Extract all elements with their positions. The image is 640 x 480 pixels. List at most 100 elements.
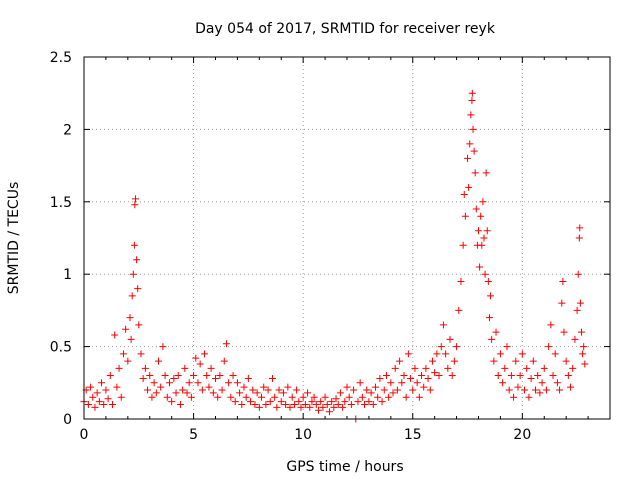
data-point <box>369 401 377 409</box>
data-point <box>542 386 550 394</box>
data-point <box>396 357 404 365</box>
data-point <box>273 403 281 411</box>
y-axis-label: SRMTID / TECUs <box>6 182 22 295</box>
data-point <box>485 314 493 322</box>
data-point <box>437 343 445 351</box>
data-point <box>376 374 384 382</box>
data-point <box>183 389 191 397</box>
data-point <box>545 343 553 351</box>
data-point <box>540 364 548 372</box>
data-point <box>571 335 579 343</box>
data-point <box>187 393 195 401</box>
x-axis-label: GPS time / hours <box>286 459 403 475</box>
grid <box>84 57 610 419</box>
data-point <box>253 389 261 397</box>
x-tick-label: 10 <box>294 427 312 443</box>
data-point <box>494 372 502 380</box>
data-point <box>196 360 204 368</box>
data-point <box>176 401 184 409</box>
data-point <box>482 169 490 177</box>
data-point <box>104 395 112 403</box>
data-point <box>363 386 371 394</box>
data-point <box>133 256 141 264</box>
data-point <box>240 383 248 391</box>
data-point <box>89 393 97 401</box>
y-tick-label: 0 <box>63 412 72 428</box>
data-point <box>209 389 217 397</box>
data-point <box>304 389 312 397</box>
data-point <box>525 393 533 401</box>
data-point <box>448 372 456 380</box>
data-point <box>93 389 101 397</box>
data-point <box>163 393 171 401</box>
data-point <box>225 379 233 387</box>
data-point <box>134 285 142 293</box>
data-point <box>433 350 441 358</box>
data-point <box>521 386 529 394</box>
data-point <box>488 335 496 343</box>
data-point <box>336 389 344 397</box>
data-point <box>518 350 526 358</box>
data-point <box>119 350 127 358</box>
data-point <box>220 357 228 365</box>
data-point <box>439 321 447 329</box>
data-point <box>179 386 187 394</box>
data-point <box>148 393 156 401</box>
data-point <box>465 183 473 191</box>
data-point <box>378 398 386 406</box>
data-point <box>317 398 325 406</box>
x-tick-label: 15 <box>404 427 422 443</box>
data-point <box>411 364 419 372</box>
data-point <box>323 401 331 409</box>
data-point <box>404 350 412 358</box>
data-point <box>91 403 99 411</box>
data-point <box>389 389 397 397</box>
data-point <box>356 379 364 387</box>
data-point <box>472 205 480 213</box>
data-point <box>581 360 589 368</box>
data-point <box>503 343 511 351</box>
data-point <box>536 389 544 397</box>
data-point <box>480 234 488 242</box>
data-point <box>579 350 587 358</box>
data-point <box>231 398 239 406</box>
data-point <box>95 398 103 406</box>
data-point <box>284 383 292 391</box>
data-point <box>216 372 224 380</box>
data-point <box>560 328 568 336</box>
data-point <box>218 386 226 394</box>
data-point <box>466 140 474 148</box>
data-point <box>130 241 138 249</box>
data-point <box>185 379 193 387</box>
data-point <box>464 154 472 162</box>
data-point <box>558 299 566 307</box>
data-point <box>279 389 287 397</box>
data-point <box>549 372 557 380</box>
data-point <box>328 398 336 406</box>
data-point <box>141 364 149 372</box>
data-point <box>159 343 167 351</box>
data-point <box>275 386 283 394</box>
data-point <box>174 372 182 380</box>
data-point <box>471 169 479 177</box>
data-point <box>431 369 439 377</box>
data-point <box>457 277 465 285</box>
data-point <box>247 398 255 406</box>
data-point <box>277 398 285 406</box>
data-point <box>127 335 135 343</box>
data-point <box>475 227 482 235</box>
data-point <box>562 357 570 365</box>
data-point <box>461 212 469 220</box>
data-point <box>478 241 486 249</box>
data-point <box>325 408 333 416</box>
data-point <box>398 379 406 387</box>
data-point <box>380 386 388 394</box>
data-point <box>312 401 320 409</box>
data-point <box>286 403 294 411</box>
data-point <box>100 401 108 409</box>
data-point <box>310 393 318 401</box>
data-point <box>242 393 250 401</box>
data-point <box>490 357 498 365</box>
data-point <box>139 374 147 382</box>
